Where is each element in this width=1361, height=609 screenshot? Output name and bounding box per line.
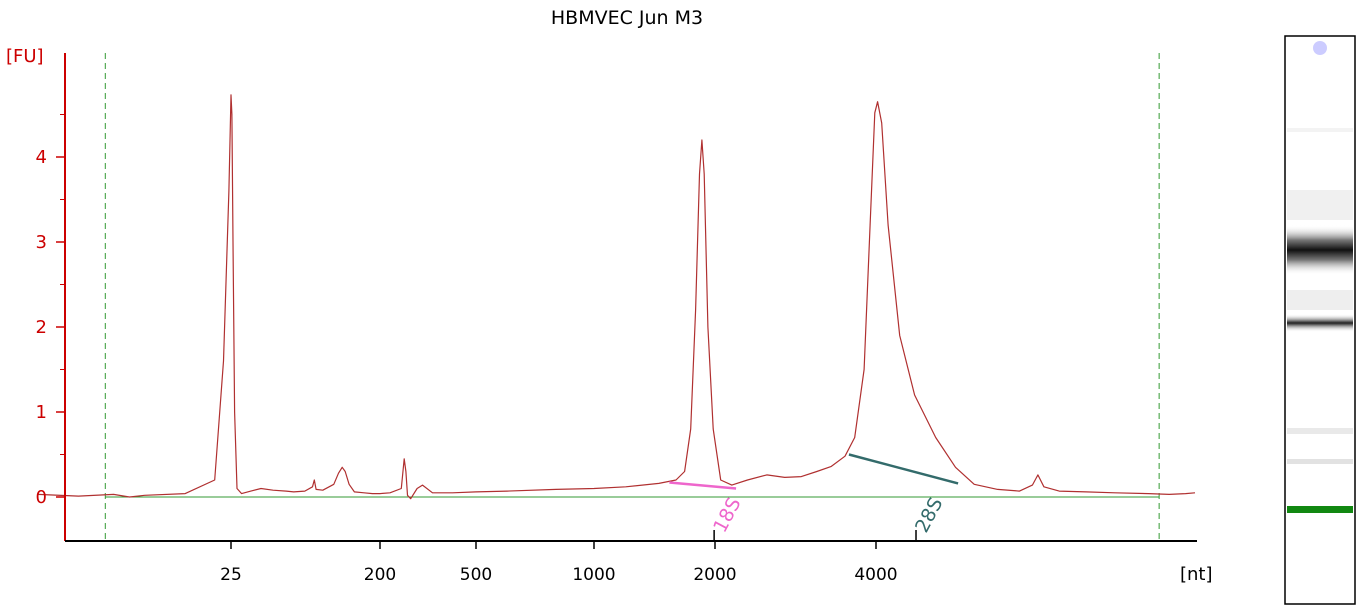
gel-smear	[1287, 190, 1353, 220]
y-tick-label-0: 0	[36, 487, 47, 508]
x-tick-label-200: 200	[364, 565, 396, 585]
peak-range-line-28s	[848, 453, 959, 485]
gel-well-spot	[1313, 41, 1327, 55]
x-tick-label-25: 25	[220, 565, 242, 585]
y-tick-label-3: 3	[36, 232, 47, 253]
x-ticks: 25 200 500 1000 2000 4000	[220, 541, 898, 585]
peak-range-line-18s	[669, 481, 737, 490]
gel-band-28s	[1287, 225, 1353, 275]
gel-faint-band	[1287, 128, 1353, 132]
y-tick-label-1: 1	[36, 402, 47, 423]
gel-marker-band	[1287, 506, 1353, 513]
peak-label-18s: 18S	[709, 494, 745, 536]
y-tick-label-2: 2	[36, 317, 47, 338]
y-ticks: 0 1 2 3 4	[36, 114, 65, 508]
peak-annotations: 18S 28S	[669, 453, 959, 541]
x-tick-label-2000: 2000	[693, 565, 736, 585]
gel-faint-band	[1287, 428, 1353, 434]
y-unit-label: [FU]	[6, 46, 44, 67]
gel-faint-band	[1287, 459, 1353, 464]
gel-band-18s	[1287, 314, 1353, 332]
x-tick-label-500: 500	[460, 565, 492, 585]
marker-lines	[104, 53, 1160, 541]
x-unit-label: [nt]	[1180, 564, 1213, 585]
series-lines	[37, 94, 1196, 500]
y-tick-label-4: 4	[36, 147, 47, 168]
gel-smear	[1287, 290, 1353, 310]
x-tick-label-1000: 1000	[572, 565, 615, 585]
chart-title: HBMVEC Jun M3	[551, 7, 703, 29]
peak-label-28s: 28S	[911, 494, 947, 536]
x-tick-label-4000: 4000	[854, 565, 897, 585]
series-line-0	[37, 94, 1196, 500]
gel-lane	[1284, 35, 1356, 605]
